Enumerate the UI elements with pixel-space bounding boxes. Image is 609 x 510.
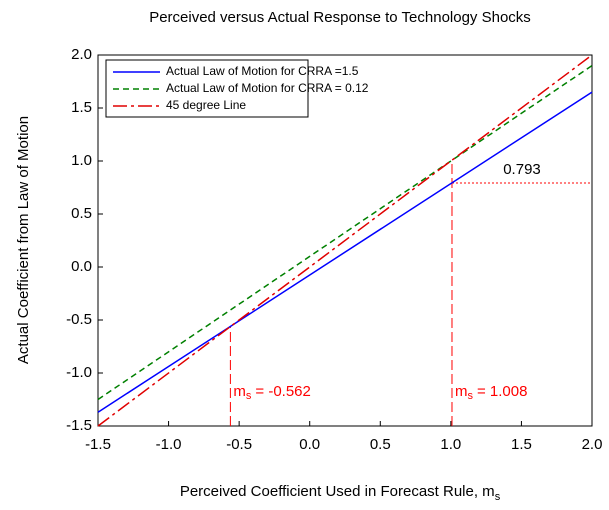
legend-label: Actual Law of Motion for CRRA = 0.12 [166,81,369,95]
y-tick-label: 2.0 [71,46,92,63]
x-tick-label: -1.0 [156,436,182,453]
x-tick-label: 0.0 [299,436,320,453]
x-tick-label: 2.0 [582,436,603,453]
series-line [97,91,593,413]
y-tick-label: 0.0 [71,258,92,275]
legend-label: 45 degree Line [166,98,246,112]
marker-subscript: s [246,390,252,402]
marker-symbol: m [233,383,246,400]
x-axis-label-text: Perceived Coefficient Used in Forecast R… [180,483,495,500]
marker-value: = 1.008 [477,383,527,400]
y-tick-label: 1.5 [71,99,92,116]
x-axis-label: Perceived Coefficient Used in Forecast R… [180,483,501,503]
y-axis-label: Actual Coefficient from Law of Motion [15,116,32,364]
x-axis-label-subscript: s [495,491,501,503]
y-tick-label: -1.5 [66,417,92,434]
legend-box [105,59,309,118]
marker-symbol: m [455,383,468,400]
marker-label: 0.793 [503,161,541,178]
y-tick-label: 0.5 [71,205,92,222]
marker-value: = -0.562 [255,383,310,400]
x-tick-label: 0.5 [370,436,391,453]
x-tick-label: -1.5 [85,436,111,453]
x-tick-label: 1.0 [440,436,461,453]
y-tick-label: 1.0 [71,152,92,169]
y-tick-label: -0.5 [66,311,92,328]
x-tick-label: -0.5 [226,436,252,453]
legend-label: Actual Law of Motion for CRRA =1.5 [166,64,359,78]
marker-label: ms = 1.008 [455,383,527,402]
y-tick-label: -1.0 [66,364,92,381]
marker-label: ms = -0.562 [233,383,310,402]
chart-title: Perceived versus Actual Response to Tech… [149,9,531,26]
plot-frame [97,54,593,427]
marker-subscript: s [467,390,473,402]
x-tick-label: 1.5 [511,436,532,453]
series-line [97,54,593,427]
